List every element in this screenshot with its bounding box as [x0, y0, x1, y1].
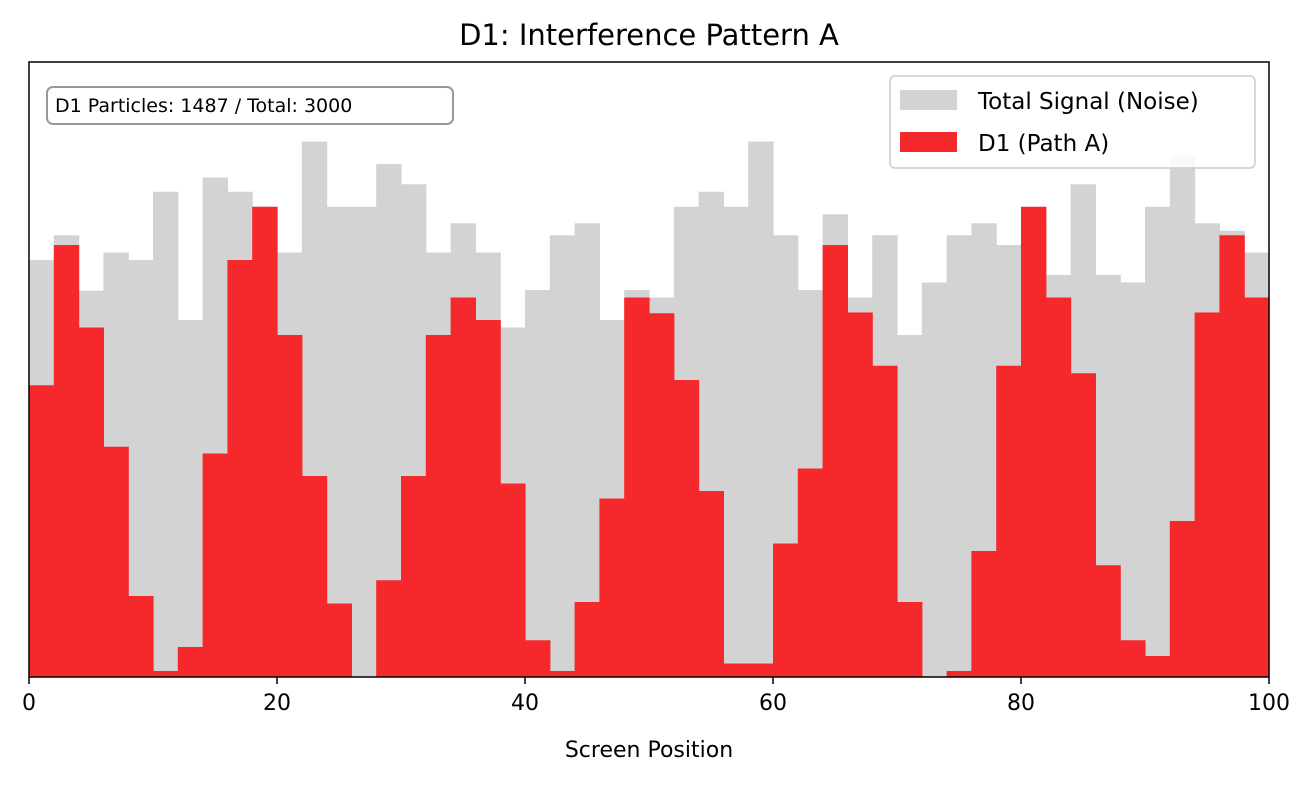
total-bar — [177, 320, 204, 677]
d1-bar — [78, 327, 104, 677]
d1-bar — [723, 663, 749, 677]
d1-bar — [475, 320, 501, 677]
d1-bar — [872, 365, 898, 677]
d1-bar — [1095, 565, 1121, 677]
total-bar — [574, 223, 600, 677]
d1-bar — [698, 491, 724, 677]
d1-bar — [202, 453, 228, 677]
d1-bar — [946, 671, 972, 677]
d1-bar — [673, 380, 700, 677]
d1-bar — [1045, 297, 1072, 677]
total-bar — [153, 191, 179, 677]
d1-bar — [277, 335, 303, 677]
d1-bar — [376, 580, 402, 677]
total-bar — [351, 206, 377, 677]
d1-bar — [624, 297, 650, 677]
legend-label-d1: D1 (Path A) — [978, 131, 1109, 157]
total-bar — [525, 290, 551, 677]
legend-frame — [889, 75, 1256, 169]
x-axis-label: Screen Position — [565, 738, 733, 763]
d1-bar — [1070, 373, 1096, 677]
d1-bar — [252, 206, 278, 677]
total-bar — [748, 141, 774, 677]
x-tick-label: 100 — [1248, 691, 1290, 716]
d1-bar — [1219, 235, 1245, 677]
d1-bar — [649, 313, 675, 677]
total-bar — [1145, 206, 1171, 677]
annotation-frame — [46, 86, 454, 125]
d1-bar — [301, 476, 328, 677]
d1-bar — [574, 602, 600, 677]
d1-bar — [797, 468, 824, 677]
d1-bar — [525, 640, 551, 677]
x-tick-label: 0 — [22, 691, 36, 716]
total-bar — [326, 206, 352, 677]
x-tick-label: 20 — [263, 691, 291, 716]
annotation-text: D1 Particles: 1487 / Total: 3000 — [55, 95, 352, 117]
d1-bar — [29, 385, 55, 677]
legend-label-total: Total Signal (Noise) — [977, 89, 1199, 115]
d1-bar — [822, 245, 848, 677]
d1-bar — [1169, 521, 1196, 677]
d1-bar — [227, 260, 253, 677]
chart-title: D1: Interference Pattern A — [459, 18, 839, 52]
x-tick-label: 40 — [511, 691, 539, 716]
d1-bar — [425, 335, 452, 677]
d1-bar — [897, 602, 923, 677]
plot-area — [29, 141, 1270, 677]
d1-bar — [177, 647, 204, 677]
d1-bar — [450, 297, 476, 677]
d1-bar — [53, 245, 80, 677]
total-bar — [723, 206, 749, 677]
x-tick-label: 60 — [759, 691, 787, 716]
d1-bar — [500, 483, 526, 677]
d1-bar — [773, 543, 799, 677]
annotation-box: D1 Particles: 1487 / Total: 3000 — [46, 86, 454, 125]
d1-bar — [153, 671, 179, 677]
d1-bar — [128, 596, 154, 677]
total-bar — [946, 235, 972, 677]
d1-bar — [748, 663, 774, 677]
x-axis-ticks: 0 20 40 60 80 100 — [22, 677, 1290, 716]
d1-series — [29, 206, 1270, 677]
d1-bar — [996, 365, 1022, 677]
d1-bar — [103, 446, 129, 677]
d1-bar — [847, 312, 873, 677]
legend-swatch-total — [900, 90, 957, 110]
plot-frame — [28, 61, 1270, 678]
total-bar — [1120, 282, 1146, 677]
d1-bar — [326, 603, 352, 677]
d1-bar — [971, 551, 997, 677]
d1-bar — [1021, 206, 1047, 677]
d1-bar — [1244, 297, 1270, 677]
x-tick-label: 80 — [1007, 691, 1035, 716]
legend: Total Signal (Noise) D1 (Path A) — [889, 75, 1256, 169]
d1-bar — [1120, 640, 1146, 677]
d1-bar — [599, 498, 625, 677]
d1-bar — [1194, 312, 1220, 677]
d1-bar — [1145, 656, 1171, 677]
total-bar — [921, 282, 948, 677]
d1-bar — [549, 671, 576, 677]
d1-bar — [401, 476, 427, 677]
total-bar — [549, 235, 576, 677]
legend-swatch-d1 — [900, 132, 957, 152]
